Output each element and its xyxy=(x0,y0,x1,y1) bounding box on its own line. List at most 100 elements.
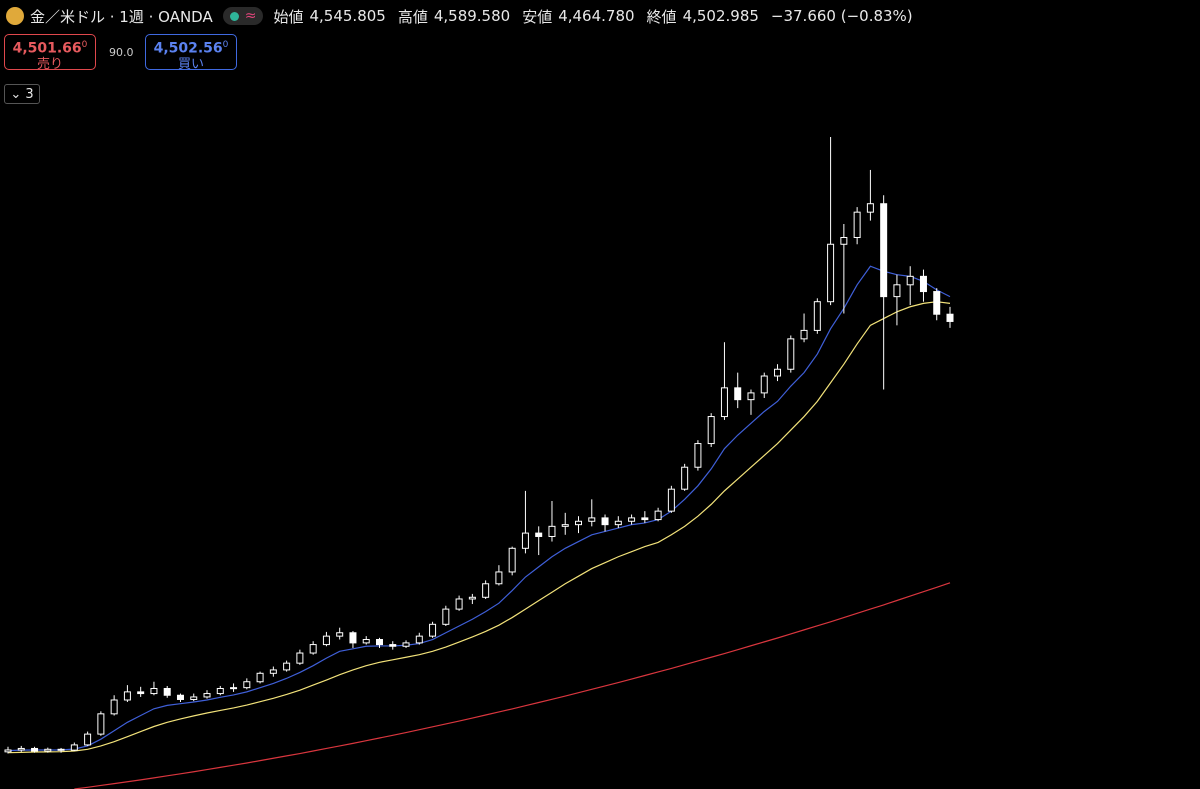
candle-body xyxy=(508,547,516,573)
candle-body xyxy=(137,691,145,695)
symbol[interactable]: 金／米ドル · 1週 · OANDA xyxy=(30,7,213,26)
candle-body xyxy=(853,211,861,239)
candle-body xyxy=(455,598,463,610)
candle-body xyxy=(800,329,808,340)
candle-body xyxy=(190,696,198,700)
candle-body xyxy=(933,291,941,315)
candle-body xyxy=(216,687,224,695)
candle-body xyxy=(601,517,609,526)
change: −37.660 (−0.83%) xyxy=(770,7,913,25)
candle-body xyxy=(694,443,702,468)
candle-body xyxy=(893,284,901,298)
candle-body xyxy=(734,387,742,401)
candle-body xyxy=(243,681,251,689)
buy-label: 買い xyxy=(177,57,204,73)
candle-body xyxy=(389,644,397,647)
candle-body xyxy=(349,632,357,644)
candle-body xyxy=(336,632,344,637)
candle-body xyxy=(946,313,954,322)
low-label: 安値 xyxy=(522,7,553,26)
candle-body xyxy=(840,237,848,245)
high-value: 4,589.580 xyxy=(433,7,511,25)
ma-line xyxy=(7,301,951,754)
indicators-toggle[interactable]: ⌄ 3 xyxy=(4,84,40,104)
candle-body xyxy=(402,642,410,647)
sell-sup: 0 xyxy=(81,40,88,50)
candle-body xyxy=(375,639,383,646)
candle-body xyxy=(283,662,291,671)
candle-body xyxy=(230,687,238,690)
open-label: 始値 xyxy=(273,7,304,26)
candle-body xyxy=(548,525,556,537)
buy-sup: 0 xyxy=(222,40,229,50)
candle-body xyxy=(31,747,39,752)
candle-body xyxy=(57,748,65,751)
candle-body xyxy=(269,669,277,674)
candle-body xyxy=(774,368,782,377)
low-value: 4,464.780 xyxy=(558,7,635,25)
candle-body xyxy=(17,747,25,751)
close-label: 終値 xyxy=(646,7,677,26)
candle-body xyxy=(97,713,105,735)
candle-body xyxy=(309,644,317,654)
spread: 90.0 xyxy=(109,46,134,59)
candle-body xyxy=(362,639,370,644)
open-value: 4,545.805 xyxy=(309,7,386,25)
candle-body xyxy=(123,691,131,701)
candle-body xyxy=(468,596,476,600)
candle-body xyxy=(442,608,450,625)
candle-body xyxy=(203,693,211,698)
candle-body xyxy=(535,532,543,537)
candle-body xyxy=(588,517,596,522)
candle-body xyxy=(84,733,92,746)
candle-body xyxy=(919,275,927,293)
ma-line xyxy=(74,582,951,789)
sell-label: 売り xyxy=(36,57,63,73)
candle-body xyxy=(521,532,529,549)
candle-body xyxy=(681,466,689,490)
candle-body xyxy=(429,623,437,637)
candle-body xyxy=(654,510,662,521)
status-badge[interactable]: ≈ xyxy=(222,7,264,25)
candle-body xyxy=(760,375,768,394)
candle-body xyxy=(322,635,330,646)
candle-body xyxy=(880,203,888,298)
market-dot xyxy=(229,11,239,21)
candle-body xyxy=(70,744,78,751)
buy-button[interactable]: 4,502.560 買い xyxy=(145,34,237,73)
candle-body xyxy=(628,517,636,522)
sell-price: 4,501.66 xyxy=(12,40,82,57)
candle-body xyxy=(110,699,118,715)
delay-icon: ≈ xyxy=(244,8,257,24)
candle-body xyxy=(707,416,715,445)
close-value: 4,502.985 xyxy=(682,7,759,25)
buy-price: 4,502.56 xyxy=(153,40,223,57)
candle-body xyxy=(415,635,423,644)
candle-body xyxy=(163,687,171,696)
high-label: 高値 xyxy=(397,7,428,26)
candle-body xyxy=(667,488,675,512)
candle-body xyxy=(641,517,649,521)
candle-body xyxy=(176,694,184,700)
header: 金／米ドル · 1週 · OANDA ≈ 始値 4,545.805 高値 4,589… xyxy=(6,4,913,28)
candle-body xyxy=(4,749,12,753)
candle-body xyxy=(150,687,158,695)
symbol-icon xyxy=(6,7,24,25)
sell-button[interactable]: 4,501.660 売り xyxy=(4,34,96,73)
candle-body xyxy=(296,652,304,664)
candle-body xyxy=(495,571,503,585)
indicator-count: 3 xyxy=(25,87,34,102)
candle-body xyxy=(866,203,874,213)
candle-body xyxy=(813,301,821,331)
candle-body xyxy=(787,338,795,370)
candle-body xyxy=(827,243,835,303)
candle-body xyxy=(614,520,622,526)
candle-body xyxy=(575,520,583,526)
candle-body xyxy=(44,748,52,752)
candle-body xyxy=(747,392,755,401)
candle-body xyxy=(482,583,490,598)
candle-body xyxy=(906,275,914,286)
ma-line xyxy=(7,265,951,752)
